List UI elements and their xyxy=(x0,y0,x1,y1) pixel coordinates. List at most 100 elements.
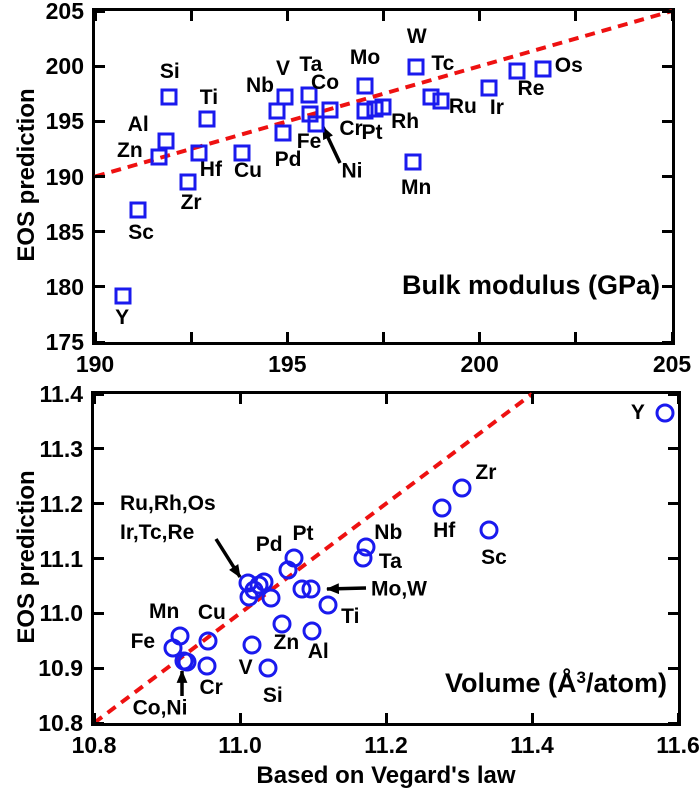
bulk-modulus-label-Zr: Zr xyxy=(180,191,202,215)
x-tick xyxy=(92,713,96,723)
x-tick xyxy=(478,332,482,342)
bulk-modulus-point-Si xyxy=(160,88,178,106)
bulk-modulus-title: Bulk modulus (GPa) xyxy=(402,270,660,300)
y-tick-label: 11.4 xyxy=(39,381,84,407)
bulk-modulus-label-Cr: Cr xyxy=(339,117,363,141)
volume-point-Cu xyxy=(198,631,218,651)
y-tick-label: 11.2 xyxy=(39,490,84,517)
bulk-modulus-point-Rh xyxy=(374,98,392,116)
y-tick xyxy=(95,230,105,234)
x-tick-mirror xyxy=(285,11,289,21)
bulk-modulus-label-Pt: Pt xyxy=(361,121,383,145)
volume-label-Si: Si xyxy=(262,684,283,708)
x-tick-label: 10.8 xyxy=(71,732,117,758)
x-tick xyxy=(676,713,680,723)
bulk-modulus-point-V xyxy=(276,88,294,106)
bulk-modulus-point-Co xyxy=(321,101,339,119)
y-tick-mirror xyxy=(668,611,678,615)
y-tick-label: 185 xyxy=(45,218,84,245)
bulk-modulus-label-Ta: Ta xyxy=(299,52,323,76)
volume-label-Ta: Ta xyxy=(378,549,402,573)
bulk-modulus-point-Ru xyxy=(432,92,450,110)
bulk-modulus-label-Al: Al xyxy=(127,113,149,137)
bulk-modulus-point-Tc xyxy=(422,88,440,106)
x-tick-label: 195 xyxy=(268,351,307,377)
x-tick-mirror xyxy=(676,394,680,404)
y-tick-mirror xyxy=(662,340,672,344)
bulk-modulus-point-Y xyxy=(114,287,132,305)
annotation-arrow xyxy=(321,126,342,164)
bulk-modulus-label-Mo: Mo xyxy=(349,46,381,70)
y-tick-mirror xyxy=(668,392,678,396)
x-tick xyxy=(238,713,242,723)
x-tick xyxy=(93,332,97,342)
title-text: Volume (Å xyxy=(445,668,577,698)
x-tick xyxy=(384,713,388,723)
x-tick xyxy=(530,713,534,723)
bulk-modulus-annotation: Ni xyxy=(342,157,363,186)
annotation-line: Mo,W xyxy=(371,577,427,601)
bulk-modulus-point-Al xyxy=(157,132,175,150)
volume-annotation: Mo,W xyxy=(371,575,427,604)
bulk-modulus-label-Re: Re xyxy=(517,76,545,100)
volume-point-Sc xyxy=(479,520,499,540)
x-tick-label: 11.2 xyxy=(364,732,408,758)
x-tick-mirror xyxy=(92,394,96,404)
y-tick xyxy=(94,611,104,615)
annotation-line: Ir,Tc,Re xyxy=(120,521,195,544)
x-axis-label: Based on Vegard's law xyxy=(256,762,516,789)
bulk-modulus-label-Tc: Tc xyxy=(431,52,455,76)
volume-label-Nb: Nb xyxy=(374,520,403,544)
identity-line xyxy=(92,392,534,725)
bulk-modulus-label-Pd: Pd xyxy=(274,148,302,172)
y-tick xyxy=(95,9,105,13)
x-tick xyxy=(382,332,385,342)
x-tick-mirror xyxy=(478,11,482,21)
x-tick-label: 190 xyxy=(75,351,115,377)
volume-point-Al xyxy=(302,621,322,641)
y-tick-label: 205 xyxy=(45,0,84,24)
bulk-modulus-label-Ti: Ti xyxy=(199,86,219,110)
x-tick xyxy=(574,332,578,342)
y-tick-label: 11.3 xyxy=(39,435,84,462)
volume-point-Ni xyxy=(177,652,197,672)
bulk-modulus-label-Ir: Ir xyxy=(489,96,504,120)
bulk-modulus-label-W: W xyxy=(406,25,427,49)
y-tick xyxy=(95,119,105,123)
y-tick xyxy=(94,721,104,725)
x-tick-label: 11.4 xyxy=(510,732,554,758)
bulk-modulus-point-Cr xyxy=(356,102,374,120)
y-tick-label: 180 xyxy=(45,273,84,300)
bulk-modulus-point-Cu xyxy=(233,144,251,162)
y-tick-mirror xyxy=(662,285,672,289)
x-tick xyxy=(285,332,289,342)
y-tick-mirror xyxy=(662,119,672,123)
volume-point-Zn xyxy=(272,614,292,634)
bulk-modulus-label-Nb: Nb xyxy=(245,74,274,98)
volume-label-Mn: Mn xyxy=(148,599,180,623)
bulk-modulus-point-Re xyxy=(508,62,526,80)
annotation-line: Ru,Rh,Os xyxy=(120,492,216,515)
volume-point-Re xyxy=(261,588,281,608)
x-tick xyxy=(189,332,193,342)
bulk-modulus-label-Hf: Hf xyxy=(199,158,222,182)
bulk-modulus-point-W xyxy=(407,58,425,76)
bulk-modulus-label-Cu: Cu xyxy=(233,159,262,183)
y-tick-label: 175 xyxy=(45,329,84,355)
x-tick-mirror xyxy=(238,394,242,404)
y-tick-label: 10.9 xyxy=(38,655,83,682)
volume-point-Ti xyxy=(318,595,338,615)
volume-point-Y xyxy=(655,403,675,423)
volume-point-Hf xyxy=(432,498,452,518)
volume-label-Zn: Zn xyxy=(273,630,300,654)
x-tick-label: 11.6 xyxy=(656,732,700,758)
y-tick-mirror xyxy=(668,447,678,451)
bulk-modulus-point-Pd xyxy=(274,124,292,142)
y-tick-mirror xyxy=(668,721,678,725)
annotation-line: Ni xyxy=(341,159,363,183)
identity-line xyxy=(94,9,673,179)
bulk-modulus-point-Mn xyxy=(404,153,422,171)
annotation-arrow xyxy=(214,538,242,578)
bulk-modulus-point-Ir xyxy=(480,79,498,97)
y-tick xyxy=(94,392,104,396)
